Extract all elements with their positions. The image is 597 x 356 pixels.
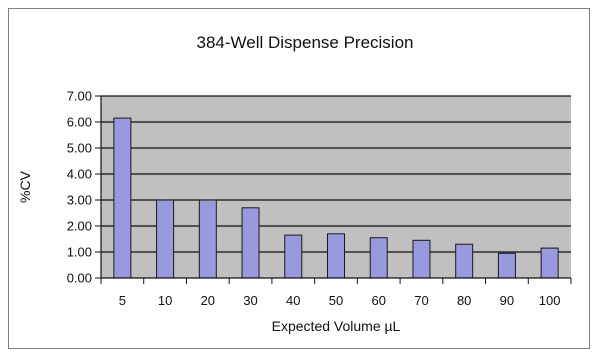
x-tick-label: 60 (371, 293, 385, 308)
x-tick-label: 10 (158, 293, 172, 308)
bar-30 (241, 207, 260, 279)
y-tick-label: 7.00 (67, 89, 92, 104)
gridlines (101, 95, 571, 253)
bar-80 (455, 243, 474, 279)
x-axis-label: Expected Volume µL (272, 318, 401, 334)
x-tick-label: 20 (201, 293, 215, 308)
y-tick-labels: 0.00 1.00 2.00 3.00 4.00 5.00 6.00 7.00 (67, 89, 92, 286)
x-tick-label: 100 (539, 293, 561, 308)
bar-90 (497, 252, 516, 279)
chart-title: 384-Well Dispense Precision (196, 33, 413, 52)
y-tick-label: 2.00 (67, 219, 92, 234)
x-tick-labels: 5 10 20 30 40 50 60 70 80 90 100 (119, 293, 561, 308)
x-tick-label: 80 (457, 293, 471, 308)
y-axis-label: %CV (17, 170, 33, 203)
bar-60 (369, 237, 388, 279)
x-tick-label: 40 (286, 293, 300, 308)
bar-40 (284, 234, 303, 279)
bar-20 (198, 199, 217, 279)
x-tick-label: 5 (119, 293, 126, 308)
x-tick-label: 70 (414, 293, 428, 308)
y-tick-label: 5.00 (67, 141, 92, 156)
bar-70 (412, 239, 431, 279)
y-tick-label: 0.00 (67, 271, 92, 286)
y-tick-label: 3.00 (67, 193, 92, 208)
bars (113, 117, 559, 279)
y-tick-label: 6.00 (67, 115, 92, 130)
x-tick-label: 50 (329, 293, 343, 308)
y-tick-label: 1.00 (67, 245, 92, 260)
x-tick-label: 90 (500, 293, 514, 308)
bar-50 (327, 233, 345, 279)
y-tick-label: 4.00 (67, 167, 92, 182)
x-tick-label: 30 (243, 293, 257, 308)
axes (95, 95, 572, 284)
bar-5 (113, 117, 132, 279)
bar-100 (540, 247, 559, 279)
bar-10 (156, 199, 175, 279)
